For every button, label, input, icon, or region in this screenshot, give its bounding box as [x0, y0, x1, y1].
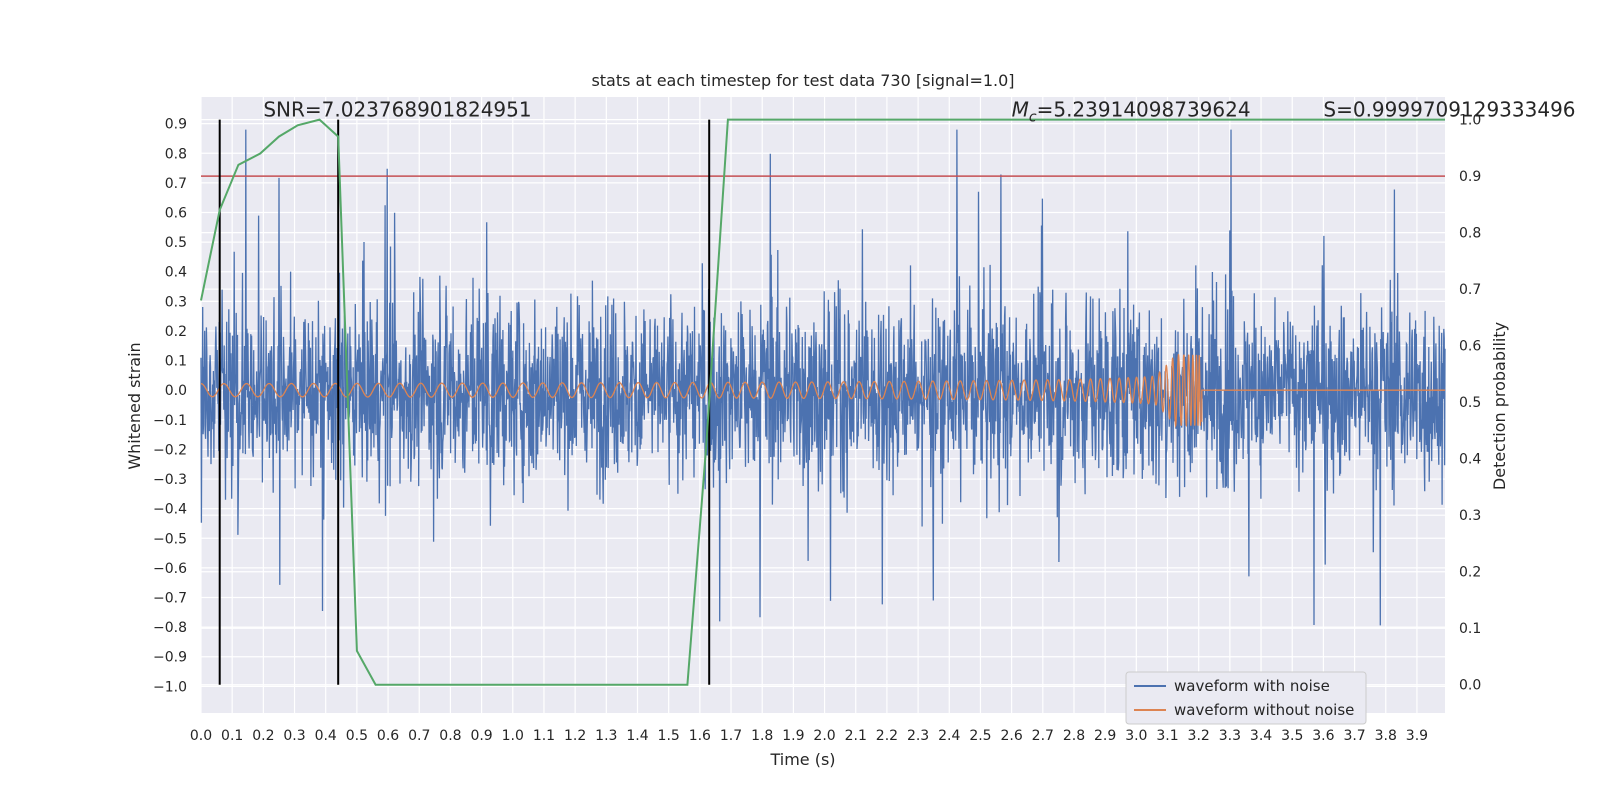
x-tick-label: 2.9 [1094, 728, 1116, 744]
y2-tick-label: 0.3 [1459, 508, 1481, 524]
x-tick-label: 0.2 [252, 728, 274, 744]
y-tick-label: −0.5 [153, 531, 187, 547]
x-tick-label: 3.3 [1219, 728, 1241, 744]
x-tick-label: 3.7 [1343, 728, 1365, 744]
x-tick-label: 1.4 [626, 728, 648, 744]
x-tick-label: 1.1 [533, 728, 555, 744]
y2-tick-label: 0.7 [1459, 282, 1481, 298]
annotation-score: S=0.9999709129333496 [1323, 98, 1575, 122]
y2-tick-label: 0.8 [1459, 226, 1481, 242]
x-tick-label: 0.3 [283, 728, 305, 744]
x-tick-label: 3.0 [1125, 728, 1147, 744]
series-line-detection-probability [200, 118, 1445, 686]
y-axis-label: Whitened strain [125, 342, 144, 469]
x-tick-label: 2.2 [876, 728, 898, 744]
x-tick-label: 0.0 [190, 728, 212, 744]
y-tick-label: −0.7 [153, 591, 187, 607]
y-tick-label: 0.7 [165, 176, 187, 192]
y-tick-label: 0.3 [165, 294, 187, 310]
x-tick-label: 0.8 [439, 728, 461, 744]
chart-title: stats at each timestep for test data 730… [591, 71, 1014, 90]
x-tick-label: 2.4 [938, 728, 960, 744]
annotation-chirp-mass-symbol: M [1012, 98, 1029, 122]
y2-tick-label: 0.6 [1459, 339, 1481, 355]
x-tick-label: 1.9 [782, 728, 804, 744]
x-tick-label: 1.7 [720, 728, 742, 744]
y-tick-label: −0.2 [153, 442, 187, 458]
series-line-waveform-with-noise [200, 129, 1446, 626]
y2-tick-label: 0.2 [1459, 565, 1481, 581]
y-tick-label: −0.1 [153, 413, 187, 429]
x-axis-ticks: 0.0 0.1 0.2 0.3 0.4 0.5 0.6 0.7 0.8 0.9 1.0 1.1 1.2 1… [190, 728, 1428, 744]
x-tick-label: 1.3 [595, 728, 617, 744]
legend-label-waveform-with-noise: waveform with noise [1174, 677, 1330, 695]
annotation-chirp-mass-subscript: c [1029, 110, 1037, 126]
y-tick-label: −0.6 [153, 561, 187, 577]
y2-tick-label: 1.0 [1459, 113, 1481, 129]
y-tick-label: 0.6 [165, 206, 187, 222]
y-tick-label: 0.5 [165, 235, 187, 251]
y-tick-label: 0.4 [165, 265, 187, 281]
x-tick-label: 0.1 [221, 728, 243, 744]
y-tick-label: 0.9 [165, 117, 187, 133]
x-tick-label: 2.8 [1063, 728, 1085, 744]
x-tick-label: 3.6 [1312, 728, 1334, 744]
y2-axis-label: Detection probability [1490, 322, 1509, 490]
x-tick-label: 2.3 [907, 728, 929, 744]
x-tick-label: 2.0 [813, 728, 835, 744]
y-axis-ticks: 0.9 0.8 0.7 0.6 0.5 0.4 0.3 0.2 0.1 0.0 −0.1 −0.2 −0… [153, 117, 187, 696]
y2-axis-ticks: 1.0 0.9 0.8 0.7 0.6 0.5 0.4 0.3 0.2 0.1 0.0 [1459, 113, 1481, 694]
y-tick-label: 0.2 [165, 324, 187, 340]
annotation-chirp-mass-value: =5.23914098739624 [1037, 98, 1251, 122]
x-tick-label: 1.6 [689, 728, 711, 744]
y-tick-label: 0.8 [165, 146, 187, 162]
y2-tick-label: 0.9 [1459, 169, 1481, 185]
x-axis-label: Time (s) [769, 750, 835, 769]
x-tick-label: 3.4 [1250, 728, 1272, 744]
x-tick-label: 3.1 [1156, 728, 1178, 744]
y-tick-label: −0.4 [153, 502, 187, 518]
y-tick-label: −0.8 [153, 620, 187, 636]
x-tick-label: 0.4 [315, 728, 337, 744]
x-tick-label: 0.7 [408, 728, 430, 744]
x-tick-label: 2.1 [845, 728, 867, 744]
legend-label-waveform-without-noise: waveform without noise [1174, 701, 1354, 719]
y2-tick-label: 0.1 [1459, 621, 1481, 637]
y-tick-label: −0.9 [153, 650, 187, 666]
y2-tick-label: 0.0 [1459, 678, 1481, 694]
annotation-snr: SNR=7.023768901824951 [263, 98, 531, 122]
x-tick-label: 2.5 [969, 728, 991, 744]
x-tick-label: 1.2 [564, 728, 586, 744]
y2-tick-label: 0.4 [1459, 452, 1481, 468]
y-tick-label: 0.0 [165, 383, 187, 399]
x-tick-label: 3.5 [1281, 728, 1303, 744]
legend: waveform with noise waveform without noi… [1125, 671, 1367, 725]
x-tick-label: 2.7 [1032, 728, 1054, 744]
x-tick-label: 1.5 [658, 728, 680, 744]
x-tick-label: 0.9 [470, 728, 492, 744]
x-tick-label: 3.9 [1406, 728, 1428, 744]
x-tick-label: 1.8 [751, 728, 773, 744]
series-line-waveform-without-noise [201, 353, 1445, 428]
x-tick-label: 3.8 [1375, 728, 1397, 744]
y-tick-label: −0.3 [153, 472, 187, 488]
x-tick-label: 3.2 [1188, 728, 1210, 744]
legend-box [1125, 671, 1367, 725]
plot-series [200, 118, 1446, 686]
x-tick-label: 0.5 [346, 728, 368, 744]
x-tick-label: 1.0 [502, 728, 524, 744]
x-tick-label: 0.6 [377, 728, 399, 744]
annotation-chirp-mass: Mc=5.23914098739624 [1012, 98, 1251, 126]
y-tick-label: 0.1 [165, 354, 187, 370]
x-tick-label: 2.6 [1000, 728, 1022, 744]
y-tick-label: −1.0 [153, 679, 187, 695]
y2-tick-label: 0.5 [1459, 395, 1481, 411]
